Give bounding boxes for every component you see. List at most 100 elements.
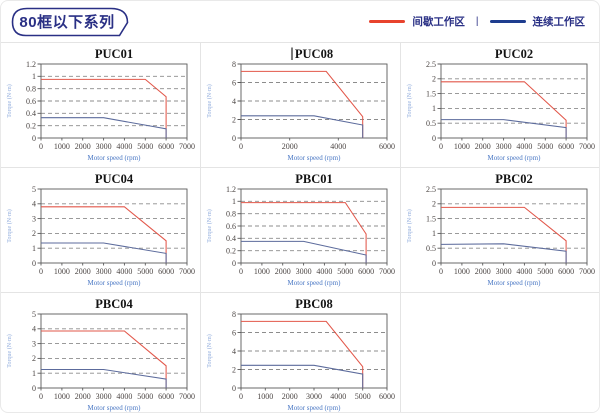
svg-text:Torque (N·m): Torque (N·m): [6, 209, 13, 242]
svg-text:5000: 5000: [355, 392, 371, 401]
svg-text:3000: 3000: [96, 142, 112, 151]
svg-text:5000: 5000: [137, 142, 153, 151]
svg-text:1.5: 1.5: [426, 214, 436, 223]
legend-label-intermittent: 间歇工作区: [412, 16, 465, 28]
svg-text:PUC04: PUC04: [95, 172, 134, 186]
svg-text:2.5: 2.5: [426, 60, 436, 69]
svg-text:0.5: 0.5: [426, 244, 436, 253]
chart-cell-puc02: 0 0.5 1 1.5 2 2.5 0 1000 2000 3000 4000 5000 6000 700…: [401, 43, 599, 168]
svg-text:0: 0: [32, 259, 36, 268]
svg-text:2000: 2000: [475, 142, 491, 151]
svg-text:PUC02: PUC02: [495, 47, 533, 61]
svg-text:PBC01: PBC01: [295, 172, 333, 186]
svg-text:6000: 6000: [558, 142, 574, 151]
svg-text:4000: 4000: [116, 392, 132, 401]
svg-text:7000: 7000: [579, 267, 595, 276]
svg-text:0: 0: [232, 259, 236, 268]
svg-text:8: 8: [232, 60, 236, 69]
header: 80框以下系列 间歇工作区 | 连续工作区: [1, 1, 599, 43]
svg-text:0: 0: [39, 267, 43, 276]
svg-text:5000: 5000: [337, 267, 353, 276]
svg-text:4000: 4000: [330, 142, 346, 151]
svg-text:6000: 6000: [379, 392, 395, 401]
svg-text:4: 4: [32, 200, 36, 209]
svg-text:0: 0: [32, 134, 36, 143]
svg-text:0: 0: [432, 259, 436, 268]
svg-text:7000: 7000: [179, 267, 195, 276]
svg-text:0: 0: [432, 134, 436, 143]
svg-text:2: 2: [232, 115, 236, 124]
series-tag-shape: [11, 7, 129, 36]
chart-pbc04: 0 1 2 3 4 5 0 1000 2000 3000 4000 5000 6000 7000 PBC04…: [1, 293, 200, 412]
svg-text:Motor speed (rpm): Motor speed (rpm): [488, 154, 542, 162]
svg-text:PUC01: PUC01: [95, 47, 133, 61]
svg-text:Motor speed (rpm): Motor speed (rpm): [88, 404, 142, 412]
svg-text:2000: 2000: [282, 392, 298, 401]
empty-cell: [401, 293, 599, 412]
svg-text:Motor speed (rpm): Motor speed (rpm): [288, 279, 342, 287]
svg-text:0: 0: [232, 384, 236, 393]
svg-text:1.5: 1.5: [426, 89, 436, 98]
svg-text:6: 6: [232, 328, 236, 337]
svg-text:2000: 2000: [282, 142, 298, 151]
svg-text:8: 8: [232, 310, 236, 319]
intermittent-line-icon: [369, 20, 406, 23]
svg-text:2: 2: [432, 200, 436, 209]
svg-text:5000: 5000: [537, 142, 553, 151]
svg-text:3000: 3000: [496, 142, 512, 151]
svg-text:4: 4: [32, 325, 36, 334]
svg-text:0: 0: [439, 267, 443, 276]
svg-text:0.6: 0.6: [26, 97, 36, 106]
svg-text:5: 5: [32, 310, 36, 319]
svg-text:PUC08: PUC08: [295, 47, 333, 61]
svg-text:4000: 4000: [316, 267, 332, 276]
chart-cell-puc01: 0 0.2 0.4 0.6 0.8 1 1.2 0 1000 2000 3000 4000 5000 60…: [1, 43, 201, 168]
legend-item-continuous: 连续工作区: [489, 14, 585, 29]
svg-text:2: 2: [32, 229, 36, 238]
svg-text:2: 2: [232, 365, 236, 374]
svg-text:Motor speed (rpm): Motor speed (rpm): [288, 404, 342, 412]
svg-text:6000: 6000: [158, 392, 174, 401]
svg-text:1000: 1000: [54, 267, 70, 276]
svg-text:Motor speed (rpm): Motor speed (rpm): [88, 154, 142, 162]
svg-text:PBC02: PBC02: [495, 172, 533, 186]
svg-text:5000: 5000: [137, 392, 153, 401]
svg-text:Torque (N·m): Torque (N·m): [206, 209, 213, 242]
chart-cell-pbc08: 0 2 4 6 8 0 1000 2000 3000 4000 5000 6000 PBC08 Motor…: [201, 293, 401, 412]
chart-pbc08: 0 2 4 6 8 0 1000 2000 3000 4000 5000 6000 PBC08 Motor…: [201, 293, 400, 412]
svg-text:Torque (N·m): Torque (N·m): [6, 334, 13, 367]
chart-pbc01: 0 0.2 0.4 0.6 0.8 1 1.2 0 1000 2000 3000 4000 5000 60…: [201, 168, 400, 292]
svg-text:0: 0: [439, 142, 443, 151]
svg-text:7000: 7000: [179, 392, 195, 401]
chart-puc04: 0 1 2 3 4 5 0 1000 2000 3000 4000 5000 6000 7000 PUC04…: [1, 168, 200, 292]
svg-text:1: 1: [32, 369, 36, 378]
series-title-tag: 80框以下系列: [11, 7, 129, 37]
svg-text:2000: 2000: [75, 267, 91, 276]
chart-pbc02: 0 0.5 1 1.5 2 2.5 0 1000 2000 3000 4000 5000 6000 700…: [401, 168, 599, 292]
svg-text:3000: 3000: [496, 267, 512, 276]
svg-text:0: 0: [239, 392, 243, 401]
svg-text:3000: 3000: [306, 392, 322, 401]
svg-text:0.2: 0.2: [26, 122, 36, 131]
svg-text:6000: 6000: [358, 267, 374, 276]
chart-puc02: 0 0.5 1 1.5 2 2.5 0 1000 2000 3000 4000 5000 6000 700…: [401, 43, 599, 167]
svg-text:3000: 3000: [96, 392, 112, 401]
svg-text:0.4: 0.4: [26, 109, 36, 118]
page-title: 80框以下系列: [19, 14, 115, 31]
svg-text:0.6: 0.6: [226, 222, 236, 231]
svg-text:0: 0: [239, 267, 243, 276]
svg-text:Torque (N·m): Torque (N·m): [406, 84, 413, 117]
svg-text:1000: 1000: [54, 142, 70, 151]
svg-text:Torque (N·m): Torque (N·m): [6, 84, 13, 117]
svg-text:2: 2: [32, 354, 36, 363]
svg-text:5000: 5000: [537, 267, 553, 276]
svg-text:0: 0: [32, 384, 36, 393]
svg-text:4000: 4000: [330, 392, 346, 401]
svg-text:3000: 3000: [296, 267, 312, 276]
svg-text:4: 4: [232, 347, 236, 356]
chart-grid: 0 0.2 0.4 0.6 0.8 1 1.2 0 1000 2000 3000 4000 5000 60…: [1, 43, 599, 412]
chart-cell-puc04: 0 1 2 3 4 5 0 1000 2000 3000 4000 5000 6000 7000 PUC04…: [1, 168, 201, 293]
svg-text:2000: 2000: [75, 142, 91, 151]
svg-text:1.2: 1.2: [26, 60, 36, 69]
